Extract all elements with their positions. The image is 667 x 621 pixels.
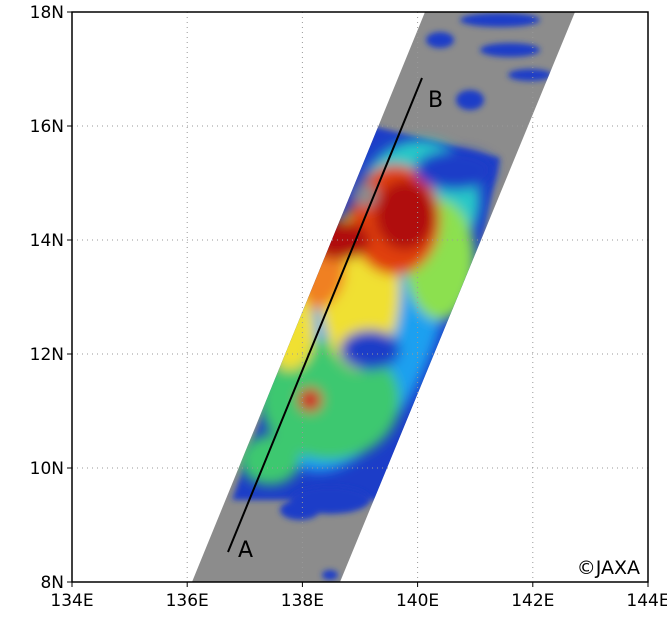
grid <box>72 12 648 582</box>
y-tick-label: 16N <box>30 117 64 137</box>
y-tick-label: 14N <box>30 231 64 251</box>
y-tick-label: 10N <box>30 459 64 479</box>
y-tick-label: 12N <box>30 345 64 365</box>
y-tick-label: 18N <box>30 3 64 23</box>
x-tick-label: 140E <box>396 591 439 611</box>
x-tick-label: 142E <box>511 591 554 611</box>
cross-section-start: A <box>238 538 253 563</box>
cross-section-end: B <box>428 88 443 113</box>
x-tick-label: 144E <box>626 591 667 611</box>
plot-area: A B ©JAXA <box>72 12 648 582</box>
y-tick-label: 8N <box>40 573 64 593</box>
frame <box>71 11 649 583</box>
x-tick-label: 134E <box>50 591 93 611</box>
credit: ©JAXA <box>577 557 640 579</box>
cross-section-line <box>227 77 423 553</box>
x-tick-label: 138E <box>281 591 324 611</box>
x-tick-label: 136E <box>166 591 209 611</box>
